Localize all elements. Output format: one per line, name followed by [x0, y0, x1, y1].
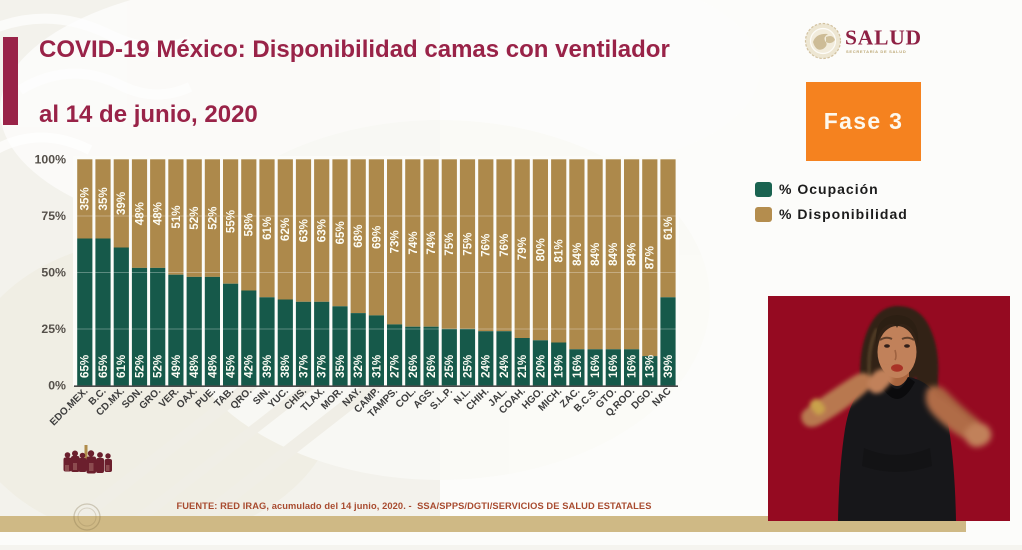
svg-text:27%: 27% [389, 355, 402, 378]
svg-text:35%: 35% [79, 187, 92, 210]
svg-text:PUE.: PUE. [194, 386, 218, 410]
svg-text:52%: 52% [133, 355, 146, 378]
svg-text:49%: 49% [170, 355, 183, 378]
svg-text:61%: 61% [662, 217, 675, 240]
svg-text:21%: 21% [516, 355, 529, 378]
svg-text:25%: 25% [443, 355, 456, 378]
svg-text:35%: 35% [97, 187, 110, 210]
svg-text:32%: 32% [352, 355, 365, 378]
svg-text:55%: 55% [225, 210, 238, 233]
svg-text:48%: 48% [188, 355, 201, 378]
svg-text:74%: 74% [407, 231, 420, 254]
svg-text:QRO.: QRO. [229, 386, 255, 412]
svg-text:16%: 16% [589, 355, 602, 378]
svg-text:26%: 26% [407, 355, 420, 378]
svg-text:79%: 79% [516, 237, 529, 260]
svg-text:74%: 74% [425, 231, 438, 254]
svg-text:37%: 37% [316, 355, 329, 378]
svg-text:35%: 35% [334, 355, 347, 378]
svg-text:16%: 16% [571, 355, 584, 378]
svg-text:SECRETARÍA DE SALUD: SECRETARÍA DE SALUD [846, 49, 906, 54]
svg-text:20%: 20% [534, 355, 547, 378]
svg-text:100%: 100% [35, 153, 67, 167]
svg-text:58%: 58% [243, 213, 256, 236]
svg-text:NAC: NAC [651, 386, 674, 409]
svg-text:16%: 16% [607, 355, 620, 378]
svg-text:80%: 80% [534, 238, 547, 261]
svg-text:42%: 42% [243, 355, 256, 378]
svg-text:OAX.: OAX. [175, 386, 200, 411]
svg-text:65%: 65% [79, 355, 92, 378]
svg-text:76%: 76% [480, 234, 493, 257]
svg-text:39%: 39% [662, 355, 675, 378]
svg-text:63%: 63% [297, 219, 310, 242]
svg-text:48%: 48% [206, 355, 219, 378]
svg-text:75%: 75% [41, 209, 66, 223]
svg-text:0%: 0% [48, 379, 66, 393]
svg-text:48%: 48% [133, 202, 146, 225]
svg-text:52%: 52% [206, 206, 219, 229]
svg-text:SALUD: SALUD [845, 26, 922, 50]
svg-text:61%: 61% [261, 217, 274, 240]
svg-text:39%: 39% [115, 192, 128, 215]
svg-text:62%: 62% [279, 218, 292, 241]
svg-text:50%: 50% [41, 266, 66, 280]
svg-text:37%: 37% [297, 355, 310, 378]
svg-text:24%: 24% [498, 355, 511, 378]
svg-text:84%: 84% [607, 243, 620, 266]
svg-text:84%: 84% [626, 243, 639, 266]
svg-text:25%: 25% [41, 322, 66, 336]
svg-text:19%: 19% [553, 355, 566, 378]
svg-text:13%: 13% [644, 355, 657, 378]
svg-text:87%: 87% [644, 246, 657, 269]
svg-text:65%: 65% [97, 355, 110, 378]
svg-text:69%: 69% [370, 226, 383, 249]
svg-text:84%: 84% [571, 243, 584, 266]
svg-text:24%: 24% [480, 355, 493, 378]
svg-text:45%: 45% [225, 355, 238, 378]
svg-text:65%: 65% [334, 221, 347, 244]
svg-text:16%: 16% [626, 355, 639, 378]
svg-text:73%: 73% [389, 230, 402, 253]
svg-text:68%: 68% [352, 225, 365, 248]
svg-text:39%: 39% [261, 355, 274, 378]
svg-text:31%: 31% [370, 355, 383, 378]
svg-text:52%: 52% [152, 355, 165, 378]
svg-text:52%: 52% [188, 206, 201, 229]
svg-text:81%: 81% [553, 239, 566, 262]
svg-text:61%: 61% [115, 355, 128, 378]
svg-text:38%: 38% [279, 355, 292, 378]
svg-text:63%: 63% [316, 219, 329, 242]
svg-text:76%: 76% [498, 234, 511, 257]
svg-text:51%: 51% [170, 205, 183, 228]
svg-text:75%: 75% [461, 232, 474, 255]
svg-text:26%: 26% [425, 355, 438, 378]
svg-text:75%: 75% [443, 232, 456, 255]
svg-text:25%: 25% [461, 355, 474, 378]
svg-text:48%: 48% [152, 202, 165, 225]
svg-text:84%: 84% [589, 243, 602, 266]
